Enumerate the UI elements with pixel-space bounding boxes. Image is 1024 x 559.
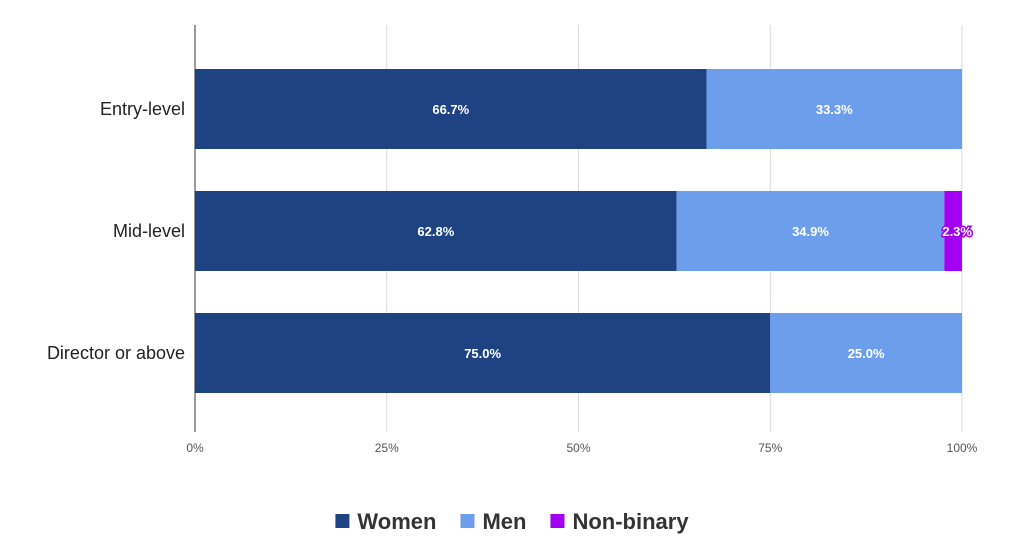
bars (195, 69, 962, 393)
bar-women (195, 69, 707, 149)
legend-label: Women (357, 509, 436, 534)
x-tick-label: 50% (566, 441, 590, 455)
bar-women (195, 313, 771, 393)
bar-men (770, 313, 962, 393)
legend-label: Men (482, 509, 526, 534)
x-axis-tick-labels: 0% 25% 50% 75% 100% (186, 441, 977, 455)
legend-swatch-non-binary (550, 514, 565, 528)
data-label: 62.8% (417, 224, 454, 239)
x-tick-label: 100% (947, 441, 978, 455)
data-labels: 66.7% 33.3% 62.8% 34.9% 2.3% 75.0% 25.0% (417, 102, 974, 361)
category-label: Director or above (47, 343, 185, 363)
category-label: Mid-level (113, 221, 185, 241)
data-label: 2.3% (942, 224, 972, 239)
bar-non-binary (944, 191, 962, 271)
x-tick-label: 0% (186, 441, 204, 455)
data-label: 34.9% (792, 224, 829, 239)
bar-men (676, 191, 945, 271)
x-tick-label: 25% (375, 441, 399, 455)
legend-swatch-women (335, 514, 350, 528)
bar-women (195, 191, 677, 271)
data-label: 75.0% (464, 346, 501, 361)
category-labels: Entry-level Mid-level Director or above (47, 99, 185, 363)
data-label: 33.3% (816, 102, 853, 117)
x-tick-label: 75% (758, 441, 782, 455)
legend-swatch-men (460, 514, 475, 528)
data-label: 66.7% (432, 102, 469, 117)
category-label: Entry-level (100, 99, 185, 119)
legend-label: Non-binary (572, 509, 689, 534)
data-label: 25.0% (848, 346, 885, 361)
bar-men (706, 69, 962, 149)
legend: Women Men Non-binary (335, 509, 689, 534)
